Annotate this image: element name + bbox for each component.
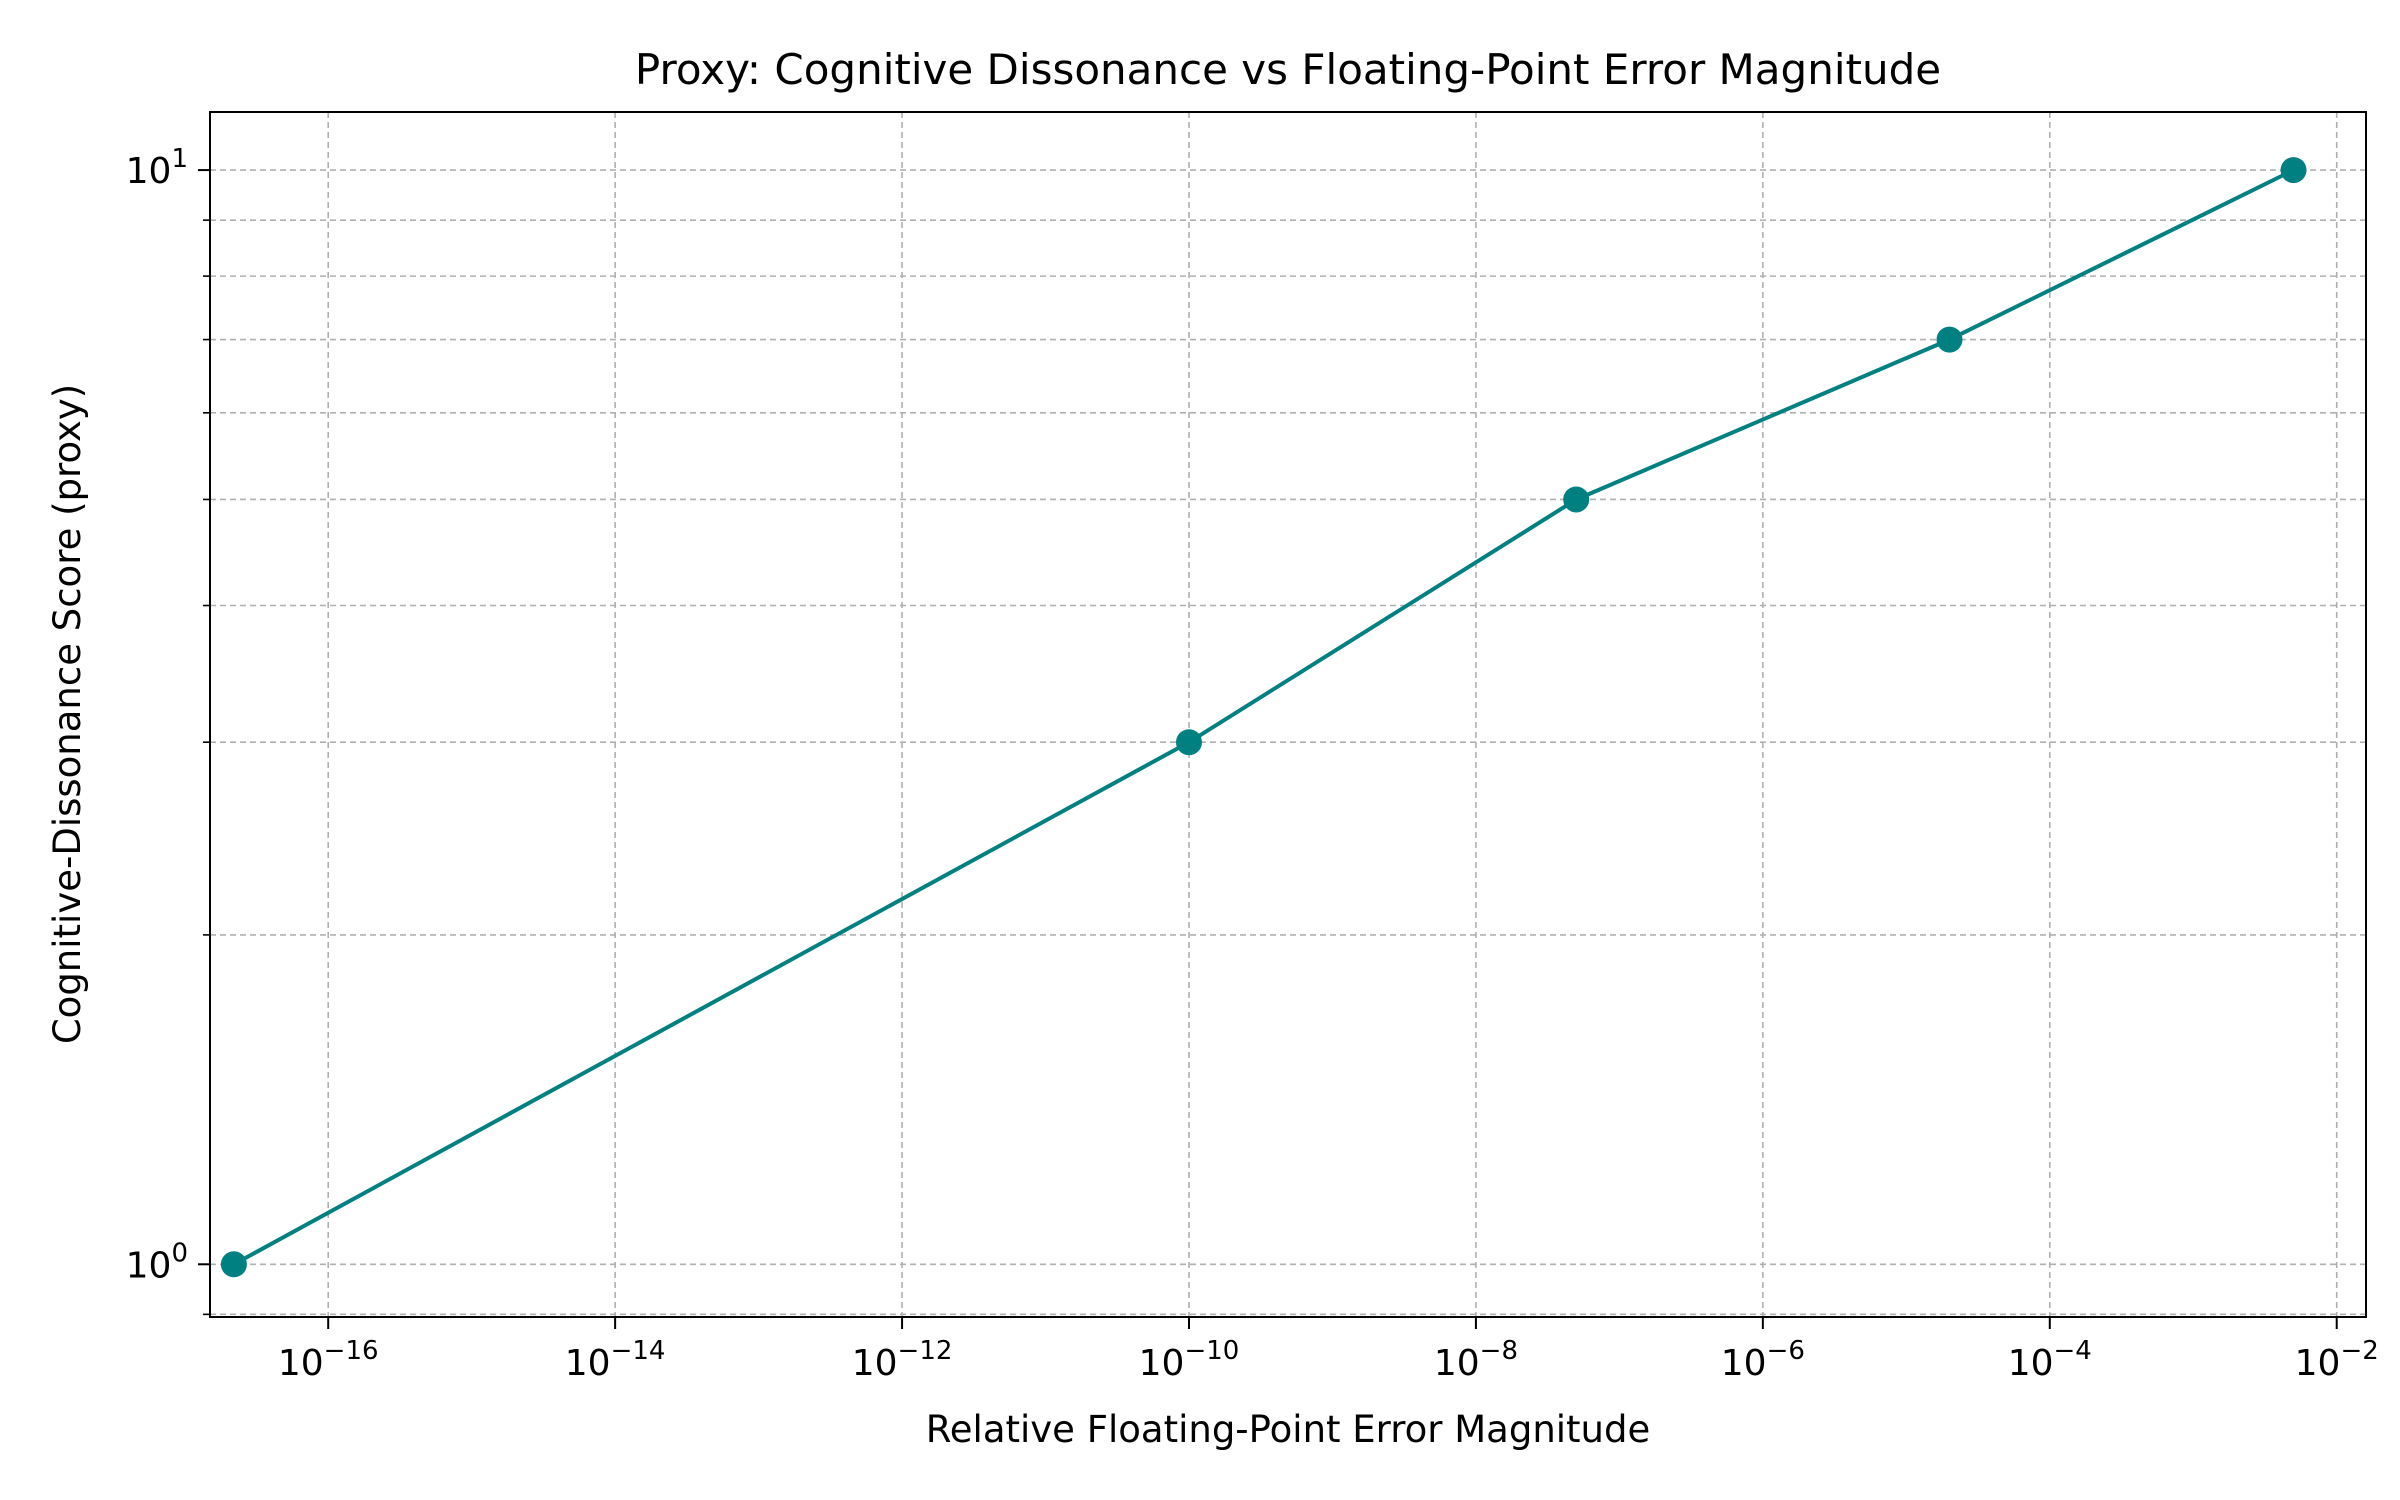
chart-title: Proxy: Cognitive Dissonance vs Floating-… xyxy=(635,45,1941,94)
x-tick-label: 10−4 xyxy=(2008,1336,2092,1384)
x-tick-label: 10−8 xyxy=(1434,1336,1518,1384)
y-tick-label: 101 xyxy=(126,144,188,192)
data-point-marker xyxy=(220,1251,247,1278)
data-point-marker xyxy=(1936,326,1963,353)
axis-ticks: 10−16 10−14 10−12 10−10 10−8 10−6 10−4 10−2 100 1… xyxy=(126,144,2379,1384)
x-tick-label: 10−10 xyxy=(1139,1336,1240,1384)
y-axis-label: Cognitive-Dissonance Score (proxy) xyxy=(46,384,89,1044)
series-line xyxy=(232,168,2295,1267)
x-tick-label: 10−16 xyxy=(278,1336,379,1384)
x-tick-label: 10−14 xyxy=(565,1336,666,1384)
grid-lines xyxy=(210,112,2366,1317)
axes-frame xyxy=(209,111,2367,1318)
x-axis-label: Relative Floating-Point Error Magnitude xyxy=(926,1408,1651,1451)
x-tick-label: 10−6 xyxy=(1721,1336,1805,1384)
data-point-marker xyxy=(2280,157,2307,184)
x-tick-label: 10−12 xyxy=(852,1336,953,1384)
y-tick-label: 100 xyxy=(126,1238,188,1286)
series-layer xyxy=(220,157,2307,1278)
x-tick-label: 10−2 xyxy=(2295,1336,2379,1384)
data-point-marker xyxy=(1563,486,1590,513)
data-point-marker xyxy=(1175,729,1202,756)
